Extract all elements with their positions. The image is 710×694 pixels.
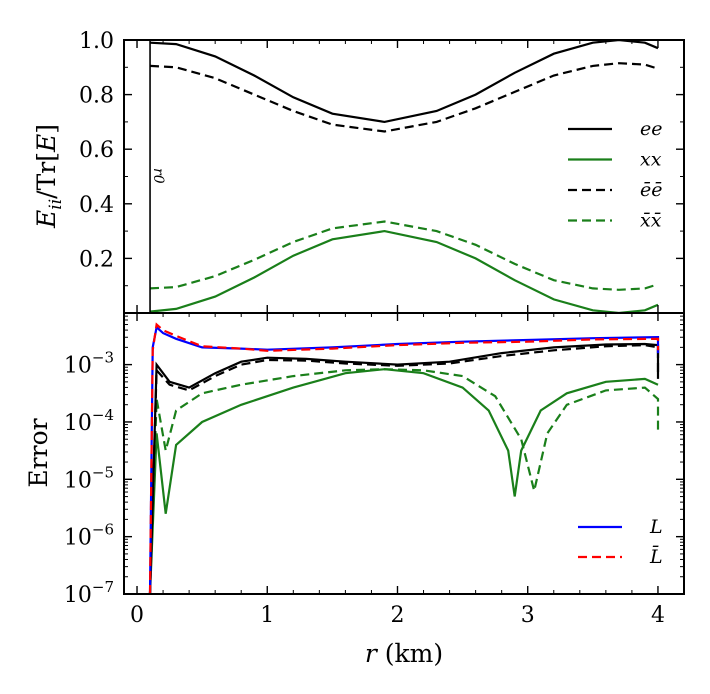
- top-series-group: [149, 40, 659, 313]
- legend-label-eebar: ēē: [640, 179, 663, 201]
- top-legend: ee xx ēē x̄x̄: [568, 118, 663, 232]
- r0-annotation: r0: [150, 168, 166, 184]
- series-line-eebar_err: [148, 343, 660, 594]
- legend-label-ee: ee: [640, 118, 663, 140]
- bottom-xtick-label: 1: [260, 603, 274, 628]
- bottom-panel: 10−7 10−6 10−5 10−4 10−3 0 1 2 3 4 L L̄: [64, 312, 685, 628]
- top-ytick-label: 0.8: [79, 84, 114, 109]
- bottom-frame: [123, 312, 685, 595]
- top-panel: r0 0.2 0.4 0.6 0.8 1.0 ee xx ēē x̄x̄: [79, 29, 685, 314]
- series-line-xxbar_err: [148, 368, 660, 594]
- legend-label-xx: xx: [640, 149, 662, 171]
- top-frame: [123, 39, 685, 314]
- bottom-ylabel: Error: [24, 418, 53, 487]
- bottom-xtick-label: 4: [651, 603, 665, 628]
- bottom-ytick-label: 10−4: [64, 406, 114, 436]
- legend-label-Lbar: L̄: [649, 545, 663, 568]
- bottom-series-group: [148, 322, 660, 594]
- series-line-xxbar: [149, 220, 659, 291]
- bottom-legend: L L̄: [578, 516, 663, 568]
- top-ytick-label: 0.6: [79, 138, 114, 163]
- bottom-ytick-label: 10−3: [64, 349, 114, 379]
- bottom-ytick-label: 10−7: [64, 578, 114, 608]
- bottom-xtick-label: 2: [390, 603, 404, 628]
- bottom-xtick-label: 0: [130, 603, 144, 628]
- top-ytick-label: 1.0: [79, 29, 114, 54]
- top-ytick-label: 0.2: [79, 247, 114, 272]
- bottom-ytick-label: 10−6: [64, 521, 114, 551]
- bottom-ytick-label: 10−5: [64, 463, 114, 493]
- series-line-ee: [149, 40, 659, 124]
- series-line-eebar: [149, 62, 659, 133]
- top-ylabel: Eii/Tr[E]: [32, 124, 66, 229]
- bottom-xlabel: r (km): [365, 639, 443, 668]
- top-ytick-label: 0.4: [79, 193, 114, 218]
- series-line-ee_err: [148, 342, 660, 594]
- legend-label-xxbar: x̄x̄: [640, 210, 662, 232]
- legend-label-L: L: [649, 516, 663, 538]
- bottom-xtick-label: 3: [521, 603, 535, 628]
- series-line-Lbar: [148, 322, 660, 594]
- series-line-xx_err: [148, 368, 659, 594]
